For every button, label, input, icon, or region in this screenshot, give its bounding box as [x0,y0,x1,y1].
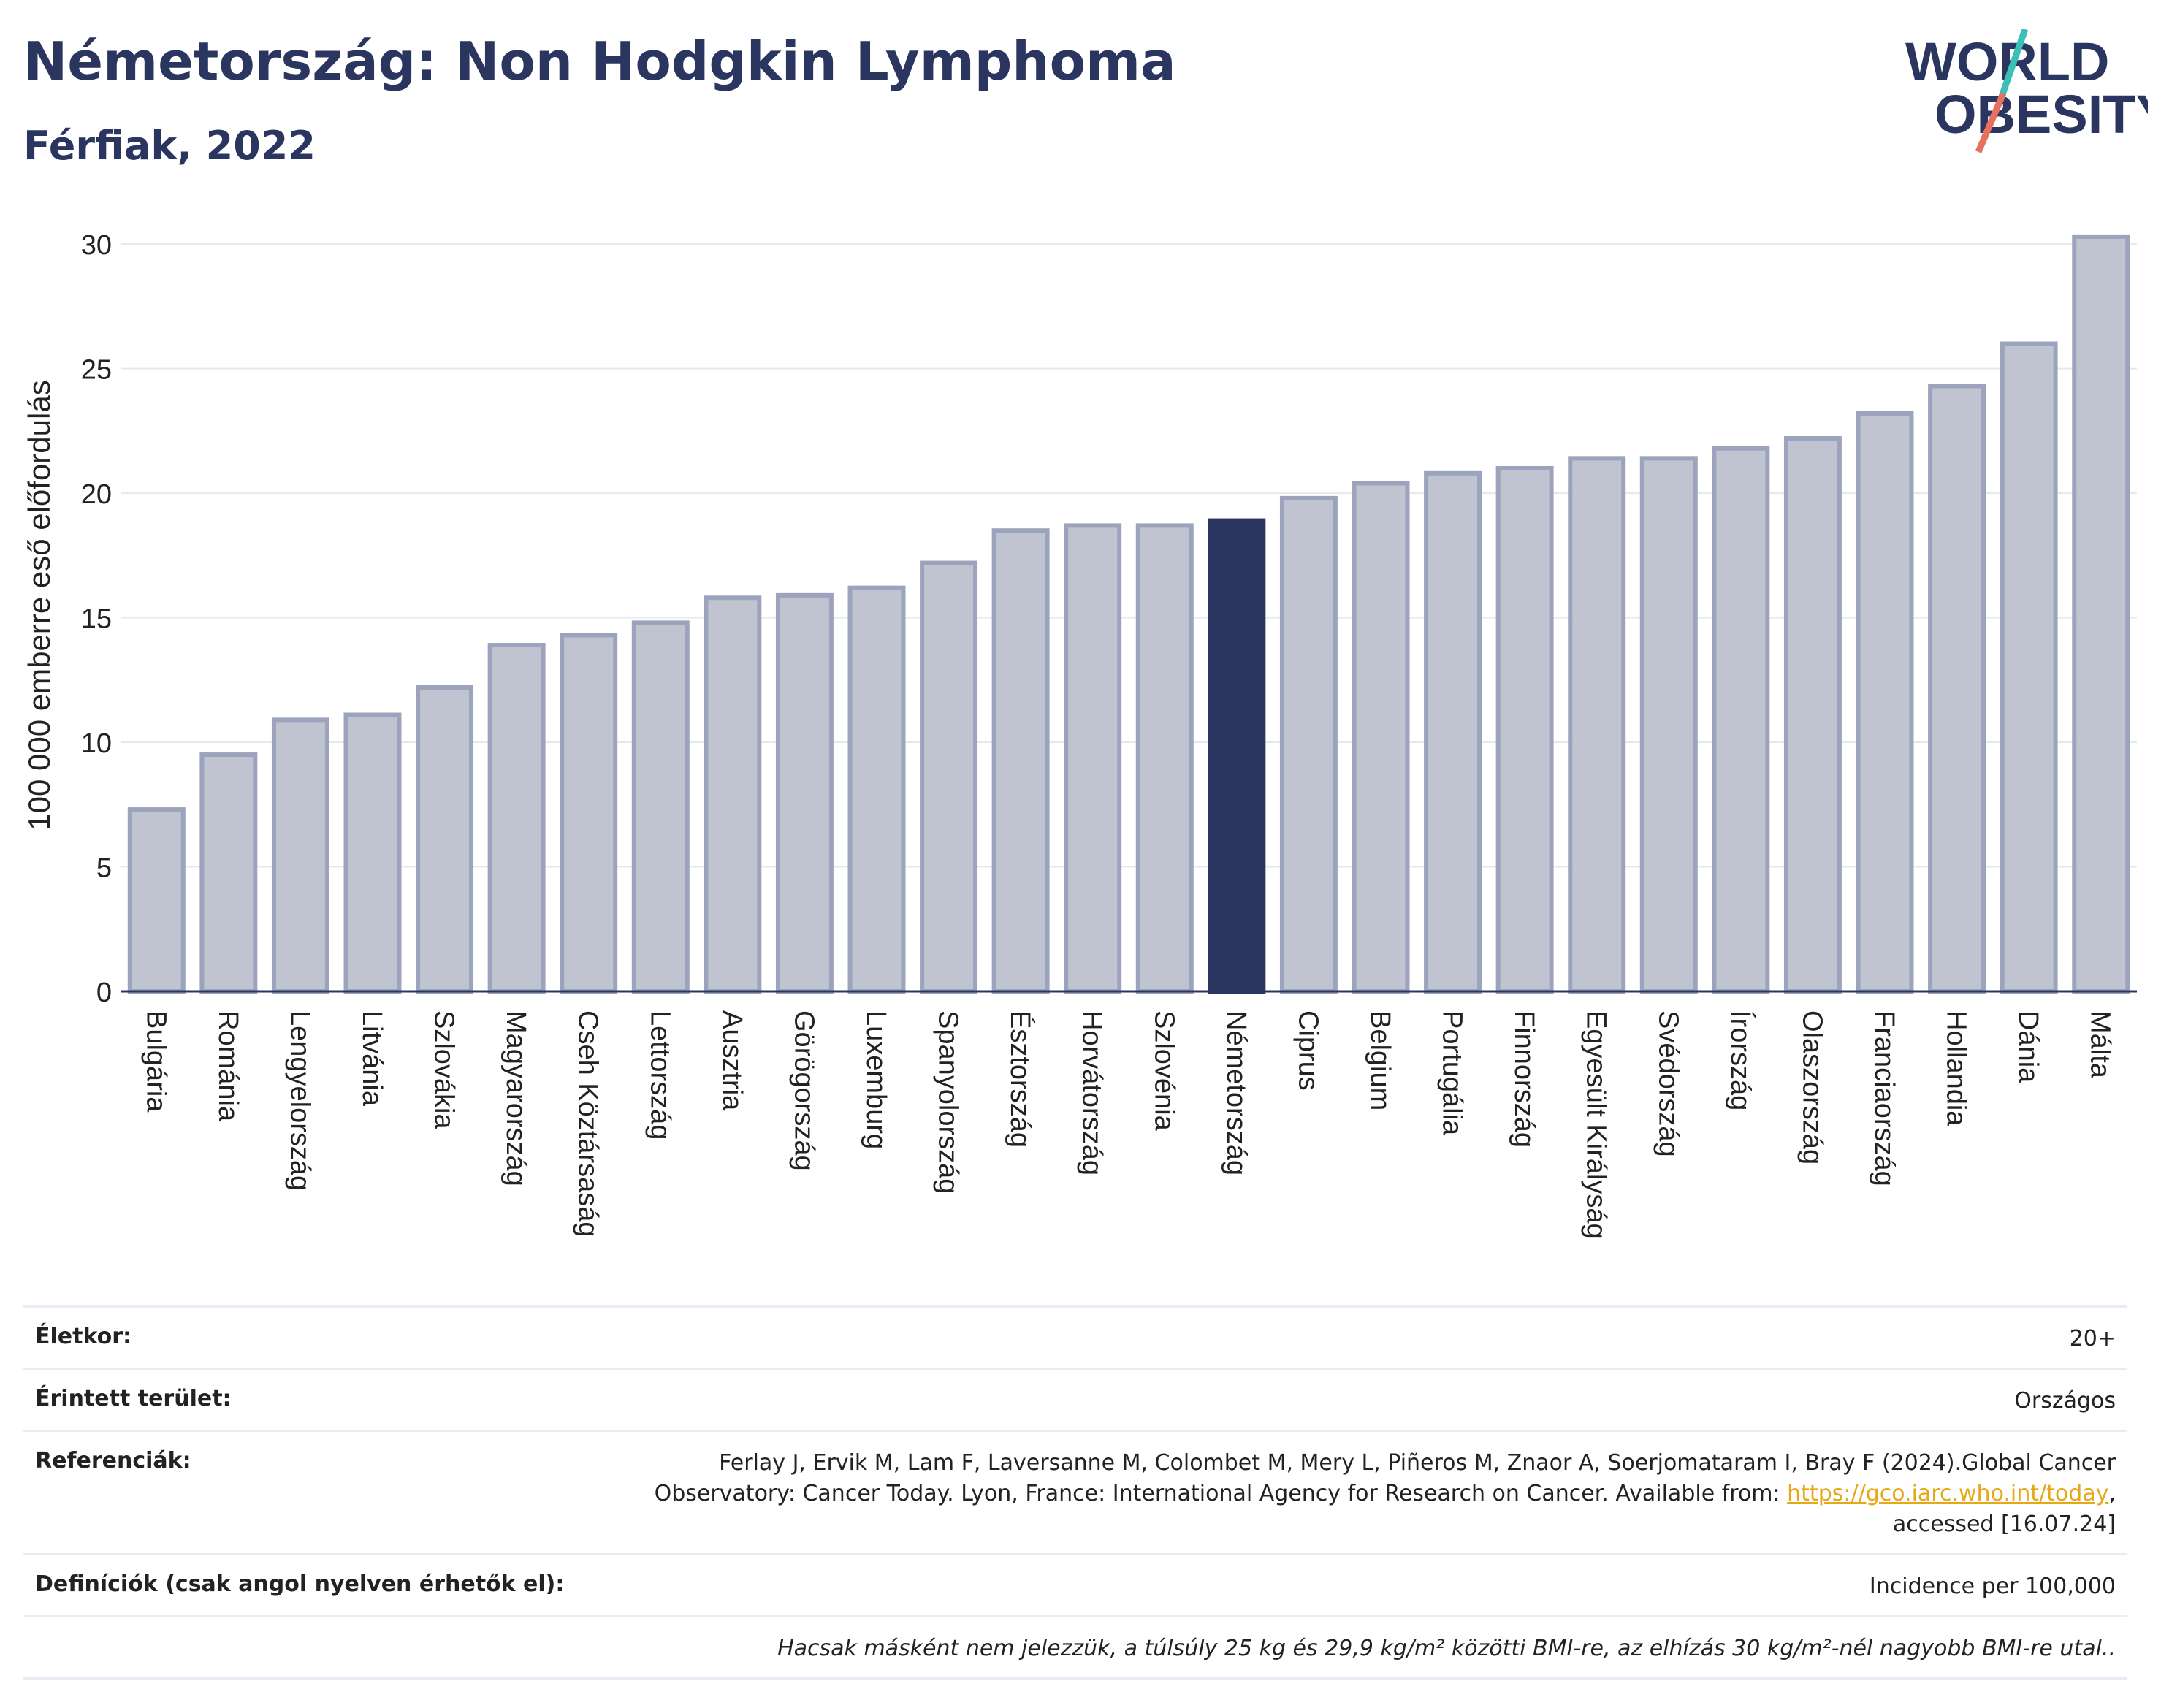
bar [1639,456,1698,994]
reference-accessed: , accessed [16.07.24] [1892,1481,2116,1537]
x-tick-label: Málta [2085,1010,2116,1079]
bar [416,685,474,994]
y-tick-label: 0 [96,977,112,1008]
reference-text: Ferlay J, Ervik M, Lam F, Laversanne M, … [654,1450,2116,1506]
bar [775,592,834,994]
y-tick-label: 20 [81,479,112,510]
bar [1712,446,1770,994]
x-tick-label: Románia [213,1010,243,1122]
bar [127,807,186,994]
x-tick-label: Szlovákia [429,1010,460,1129]
bar [991,528,1050,994]
age-value: 20+ [2069,1326,2116,1351]
y-tick-label: 30 [81,230,112,261]
info-row-references: Referenciák: Ferlay J, Ervik M, Lam F, L… [23,1430,2127,1553]
y-tick-label: 5 [96,853,112,884]
bar [343,712,402,994]
bar [1208,518,1266,994]
info-table: Életkor: 20+ Érintett terület: Országos … [23,1305,2127,1680]
bar [271,717,329,994]
bar [847,585,906,994]
x-tick-label: Franciaország [1869,1010,1899,1186]
info-row-note: Hacsak másként nem jelezzük, a túlsúly 2… [23,1615,2127,1680]
info-row-area: Érintett terület: Országos [23,1368,2127,1430]
bmi-note: Hacsak másként nem jelezzük, a túlsúly 2… [777,1636,2116,1661]
info-row-definitions: Definíciók (csak angol nyelven érhetők e… [23,1553,2127,1615]
references-label: Referenciák: [35,1448,191,1473]
bar [560,633,618,994]
bar [920,560,978,994]
x-tick-label: Egyesült Királyság [1581,1010,1612,1239]
info-row-age: Életkor: 20+ [23,1305,2127,1368]
bar [1135,523,1194,994]
y-axis-label: 100 000 emberre eső előfordulás [22,380,56,830]
x-tick-label: Luxemburg [861,1010,891,1149]
bar [1928,384,1986,994]
x-tick-label: Litvánia [357,1010,387,1107]
references-value: Ferlay J, Ervik M, Lam F, Laversanne M, … [582,1448,2116,1540]
y-tick-label: 25 [81,355,112,386]
reference-link[interactable]: https://gco.iarc.who.int/today [1787,1481,2109,1506]
logo-text-obesity: OBESITY [1935,84,2148,145]
bar [487,643,546,994]
x-tick-label: Finnország [1509,1010,1539,1148]
bar [1783,436,1842,994]
x-tick-label: Horvátország [1077,1010,1108,1175]
chart-subtitle: Férfiak, 2022 [23,123,316,169]
bar-chart: 0 5 10 15 20 25 30 100 000 emberre eső előfordu… [22,230,2137,1239]
bar [1064,523,1122,994]
chart-title: Németország: Non Hodgkin Lymphoma [23,31,1176,92]
x-tick-label: Dánia [2013,1010,2043,1083]
x-tick-label: Belgium [1365,1010,1395,1110]
x-tick-label: Németország [1221,1010,1251,1175]
bar [1424,470,1482,994]
x-tick-label: Hollandia [1941,1010,1972,1126]
bar [2072,234,2130,994]
x-tick-label: Magyarország [500,1010,531,1186]
y-tick-label: 15 [81,604,112,635]
x-tick-label: Bulgária [140,1010,171,1113]
bar [1568,456,1626,994]
x-tick-label: Lengyelország [284,1010,315,1191]
x-tick-label: Cseh Köztársaság [573,1010,603,1238]
bar [631,620,690,994]
logo-slash-coral [1975,92,2007,153]
bar [1495,465,1554,994]
area-value: Országos [2014,1388,2116,1414]
x-tick-label: Ciprus [1292,1010,1323,1091]
x-tick-label: Írország [1725,1010,1756,1110]
y-tick-label: 10 [81,728,112,759]
x-tick-label: Portugália [1437,1010,1468,1136]
bar [2000,341,2058,994]
bar [1352,481,1410,994]
definitions-value: Incidence per 100,000 [1869,1574,2116,1599]
bar [199,752,258,994]
x-tick-label: Svédország [1653,1010,1683,1157]
x-tick-label: Lettország [644,1010,675,1140]
bar [1856,411,1914,994]
definitions-label: Definíciók (csak angol nyelven érhetők e… [35,1571,565,1597]
x-tick-label: Ausztria [717,1010,747,1111]
world-obesity-logo: WORLD OBESITY [1905,29,2148,153]
bar [1279,495,1338,994]
x-tick-label: Szlovénia [1148,1010,1179,1132]
x-tick-label: Olaszország [1796,1010,1827,1164]
area-label: Érintett terület: [35,1386,232,1411]
x-tick-label: Észtország [1005,1010,1036,1148]
bar [704,595,762,994]
x-tick-label: Görögország [788,1010,819,1171]
logo-slash-teal [1998,29,2029,98]
age-label: Életkor: [35,1324,132,1349]
x-tick-label: Spanyolország [933,1010,964,1194]
